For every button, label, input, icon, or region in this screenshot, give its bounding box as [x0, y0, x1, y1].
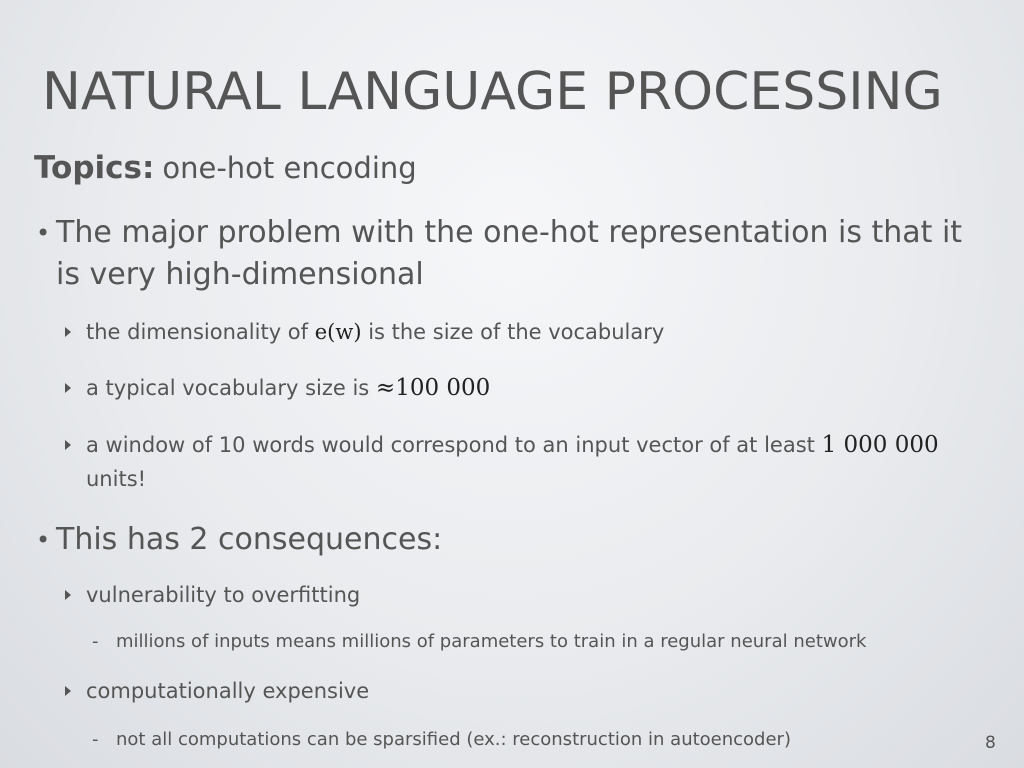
triangle-bullet-icon: [65, 590, 71, 600]
math-expression: ≈100 000: [375, 375, 491, 401]
bullet-text: This has 2 consequences:: [56, 522, 443, 557]
sub-bullet-text: vulnerability to overfitting: [86, 583, 361, 607]
bullet-dot-icon: •: [36, 526, 51, 554]
sub-bullet-text: is the size of the vocabulary: [361, 320, 665, 344]
triangle-bullet-icon: [65, 383, 71, 393]
bullet-high-dimensional: • The major problem with the one-hot rep…: [36, 212, 986, 296]
bullet-text: The major problem with the one-hot repre…: [56, 215, 963, 292]
sub-bullet-text: computationally expensive: [86, 679, 370, 703]
bullet-dot-icon: •: [36, 219, 51, 247]
sub-bullet-vocabulary-size: a typical vocabulary size is ≈100 000: [62, 371, 1002, 405]
triangle-bullet-icon: [65, 327, 71, 337]
topics-value: one-hot encoding: [162, 151, 417, 185]
triangle-bullet-icon: [65, 686, 71, 696]
slide-title: NATURAL LANGUAGE PROCESSING: [42, 62, 943, 122]
sub-bullet-expensive: computationally expensive: [62, 674, 1002, 708]
detail-millions-parameters: - millions of inputs means millions of p…: [92, 628, 992, 656]
math-expression: e(w): [314, 320, 362, 344]
sub-bullet-text: the dimensionality of: [86, 320, 315, 344]
detail-text: millions of inputs means millions of par…: [116, 631, 867, 652]
sub-bullet-text: a typical vocabulary size is: [86, 376, 376, 400]
detail-sparsified: - not all computations can be sparsified…: [92, 726, 992, 754]
sub-bullet-dimensionality: the dimensionality of e(w) is the size o…: [62, 315, 1002, 349]
sub-bullet-text: a window of 10 words would correspond to…: [86, 433, 822, 457]
topics-line: Topics: one-hot encoding: [34, 150, 417, 186]
sub-bullet-text: units!: [86, 467, 147, 491]
triangle-bullet-icon: [65, 440, 71, 450]
dash-bullet: -: [92, 729, 99, 750]
topics-label: Topics:: [34, 150, 155, 186]
math-expression: 1 000 000: [821, 432, 939, 458]
sub-bullet-overfitting: vulnerability to overfitting: [62, 578, 1002, 612]
bullet-consequences: • This has 2 consequences:: [36, 519, 986, 561]
page-number: 8: [985, 733, 996, 753]
detail-text: not all computations can be sparsified (…: [116, 729, 791, 750]
sub-bullet-window: a window of 10 words would correspond to…: [62, 428, 1002, 496]
dash-bullet: -: [92, 631, 99, 652]
